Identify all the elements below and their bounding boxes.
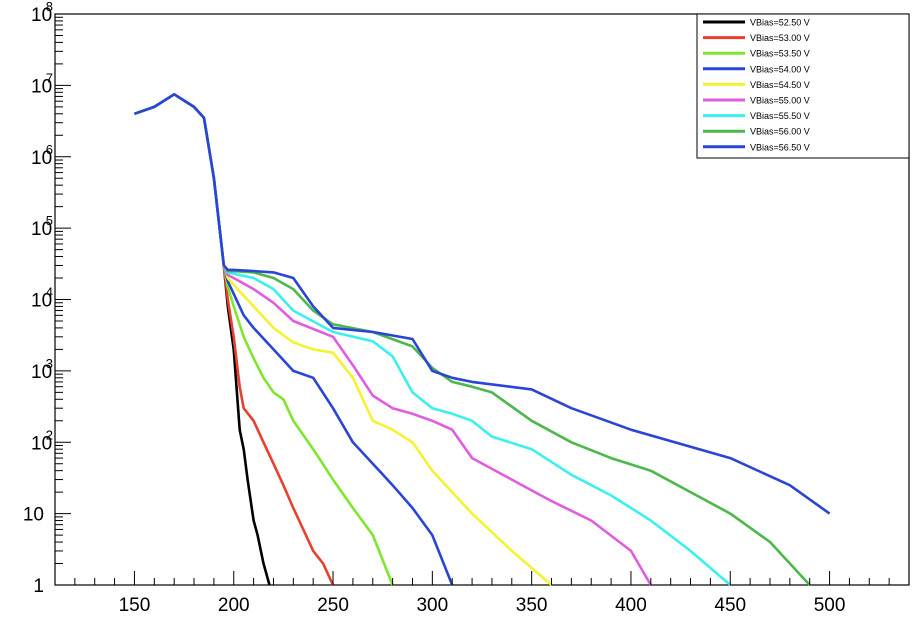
x-tick-label: 500 <box>814 595 846 616</box>
y-tick-exponent: 5 <box>46 213 53 228</box>
y-tick-label: 1 <box>33 576 44 597</box>
y-tick-exponent: 7 <box>46 70 53 85</box>
series-layer <box>133 93 831 586</box>
legend-label-9: VBias=56.50 V <box>750 142 810 152</box>
y-tick-label: 10 <box>31 148 52 169</box>
x-tick-label: 150 <box>119 595 151 616</box>
x-tick-label: 400 <box>615 595 647 616</box>
x-tick-label: 300 <box>416 595 448 616</box>
legend-box <box>696 13 910 159</box>
y-tick-exponent: 2 <box>46 427 53 442</box>
y-tick-label: 10 <box>31 76 52 97</box>
y-tick-label: 10 <box>31 219 52 240</box>
y-tick-exponent: 4 <box>46 285 53 300</box>
series-line-9 <box>133 93 831 515</box>
y-tick-exponent: 3 <box>46 356 53 371</box>
axis-layer: 150 200 250 300 350 400 450 5001101021031041051… <box>23 0 890 616</box>
legend-label-3: VBias=53.50 V <box>750 49 810 59</box>
legend: VBias=52.50 V VBias=53.00 V VBias=53.50 V V… <box>696 13 910 159</box>
legend-label-8: VBias=56.00 V <box>750 127 810 137</box>
x-tick-label: 450 <box>714 595 746 616</box>
x-tick-label: 200 <box>218 595 250 616</box>
y-tick-label: 10 <box>31 291 52 312</box>
y-tick-label: 10 <box>31 362 52 383</box>
legend-label-1: VBias=52.50 V <box>750 18 810 28</box>
x-tick-label: 250 <box>317 595 349 616</box>
legend-label-7: VBias=55.50 V <box>750 111 810 121</box>
legend-label-2: VBias=53.00 V <box>750 33 810 43</box>
legend-label-5: VBias=54.50 V <box>750 80 810 90</box>
y-tick-label: 10 <box>31 5 52 26</box>
legend-label-6: VBias=55.00 V <box>750 96 810 106</box>
y-tick-label: 10 <box>23 505 44 526</box>
legend-label-4: VBias=54.00 V <box>750 64 810 74</box>
x-tick-label: 350 <box>516 595 548 616</box>
y-tick-label: 10 <box>31 433 52 454</box>
y-tick-exponent: 8 <box>46 0 53 14</box>
y-tick-exponent: 6 <box>46 142 53 157</box>
